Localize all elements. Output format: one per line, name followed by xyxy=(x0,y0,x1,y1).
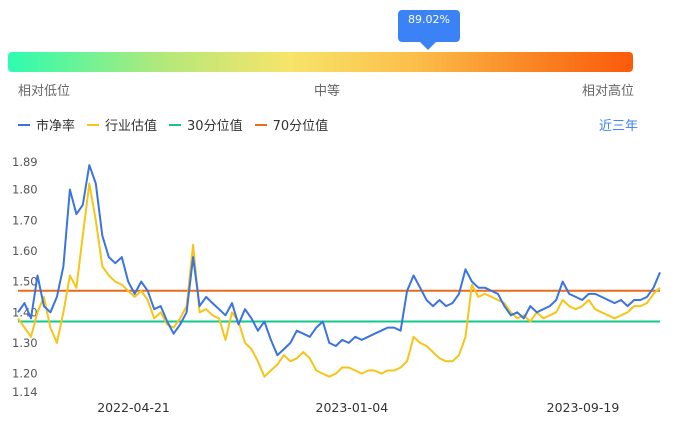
percentile-marker-arrow xyxy=(419,41,437,50)
legend-item-p30[interactable]: 30分位值 xyxy=(169,115,243,134)
valuation-line-chart: 1.89 1.80 1.70 1.60 1.50 1.40 1.30 1.20 1.14 202… xyxy=(12,155,661,415)
x-tick-label: 2023-09-19 xyxy=(547,400,620,415)
chart-legend: 市净率 行业估值 30分位值 70分位值 xyxy=(18,115,328,134)
legend-label-p30: 30分位值 xyxy=(187,119,243,134)
valuation-gauge-bar xyxy=(8,52,633,72)
y-tick-label: 1.89 xyxy=(12,155,38,169)
y-tick-label: 1.50 xyxy=(12,275,38,289)
y-tick-label: 1.70 xyxy=(12,213,38,227)
series-line-industry xyxy=(17,182,661,378)
legend-label-industry: 行业估值 xyxy=(105,119,158,134)
legend-label-pb: 市净率 xyxy=(36,119,76,134)
range-selector-3y[interactable]: 近三年 xyxy=(599,119,639,134)
legend-swatch-p70 xyxy=(254,123,267,126)
y-tick-label: 1.40 xyxy=(12,305,38,319)
legend-swatch-pb xyxy=(18,123,30,126)
legend-swatch-industry xyxy=(87,123,100,126)
x-axis: 2022-04-21 2023-01-04 2023-09-19 xyxy=(97,400,619,415)
legend-item-p70[interactable]: 70分位值 xyxy=(254,115,329,134)
gauge-mid-label: 中等 xyxy=(314,84,341,99)
legend-item-pb[interactable]: 市净率 xyxy=(18,115,75,134)
series-line-pb xyxy=(17,164,661,357)
gauge-high-label: 相对高位 xyxy=(582,84,635,99)
gauge-low-label: 相对低位 xyxy=(18,84,71,99)
percentile-marker: 89.02% xyxy=(398,10,460,42)
y-tick-label: 1.14 xyxy=(12,385,38,399)
y-tick-label: 1.20 xyxy=(12,367,38,381)
legend-label-p70: 70分位值 xyxy=(272,119,329,134)
y-tick-label: 1.60 xyxy=(12,244,38,258)
legend-item-industry[interactable]: 行业估值 xyxy=(87,115,157,134)
legend-swatch-p30 xyxy=(169,123,182,126)
y-tick-label: 1.30 xyxy=(12,336,38,350)
x-tick-label: 2022-04-21 xyxy=(97,400,170,415)
percentile-value: 89.02% xyxy=(408,13,450,26)
y-axis: 1.89 1.80 1.70 1.60 1.50 1.40 1.30 1.20 1.14 xyxy=(12,155,38,399)
x-tick-label: 2023-01-04 xyxy=(316,400,389,415)
y-tick-label: 1.80 xyxy=(12,183,38,197)
